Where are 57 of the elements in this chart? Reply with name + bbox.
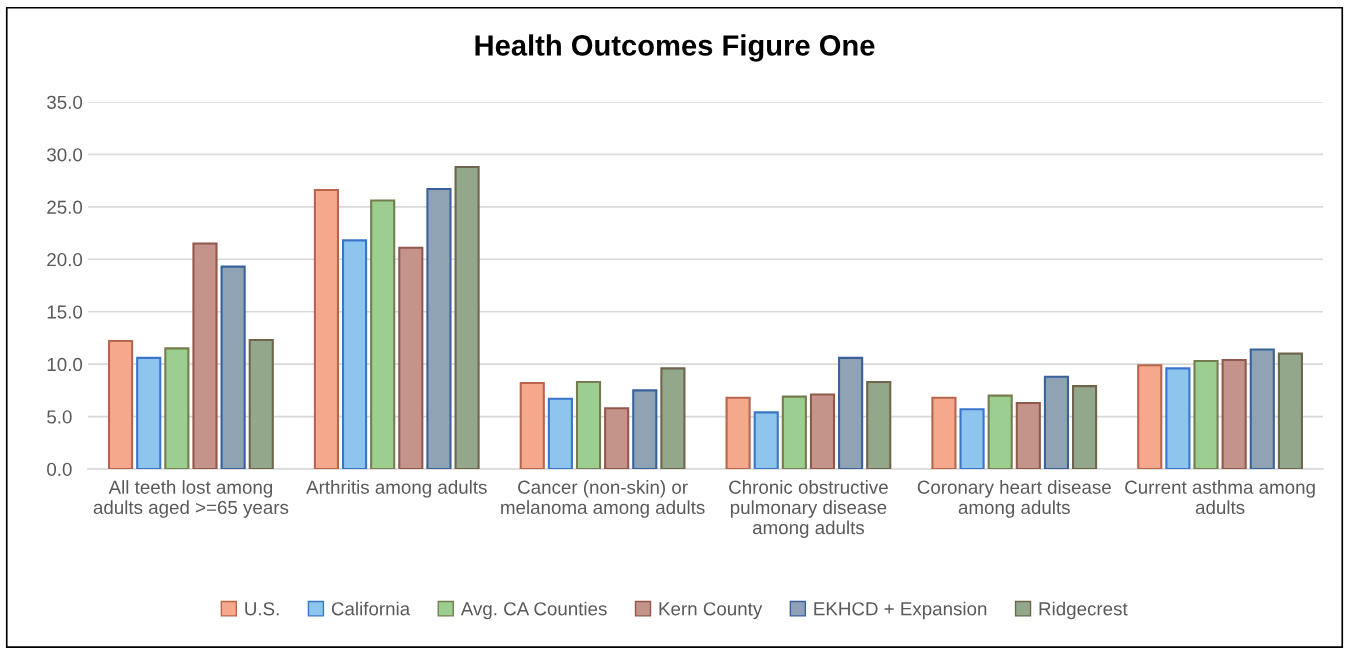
legend-label: Avg. CA Counties — [460, 601, 607, 620]
bar — [809, 393, 836, 469]
bar — [313, 189, 339, 469]
y-tick-label: 0.0 — [47, 462, 72, 476]
bar — [575, 380, 602, 469]
bar — [1137, 364, 1163, 469]
bar — [753, 411, 779, 469]
bar — [1221, 358, 1247, 469]
bar — [931, 396, 957, 469]
bar — [604, 407, 630, 469]
y-tick-label: 10.0 — [47, 357, 83, 372]
x-tick-label: Cancer (non-skin) or melanoma among adults — [501, 480, 705, 518]
bar — [959, 408, 985, 469]
bar — [1249, 348, 1275, 469]
bar — [108, 340, 134, 469]
y-tick-label: 5.0 — [47, 410, 72, 424]
x-tick-label: Coronary heart disease among adults — [917, 480, 1111, 518]
bar — [1277, 352, 1303, 469]
bar — [519, 381, 545, 469]
bar — [1015, 401, 1041, 469]
bar — [192, 242, 218, 469]
bar — [454, 165, 480, 469]
bar — [632, 389, 658, 469]
x-tick-label: Arthritis among adults — [306, 480, 487, 498]
y-tick-label: 25.0 — [47, 200, 83, 214]
legend-label: U.S. — [245, 602, 279, 616]
bar — [547, 397, 573, 469]
bar — [1165, 367, 1191, 469]
bar — [220, 265, 246, 469]
bar — [866, 380, 892, 469]
bar — [660, 367, 686, 469]
x-tick-label: Current asthma among adults — [1125, 480, 1315, 515]
x-tick-label: All teeth lost among adults aged >=65 years — [93, 480, 289, 518]
legend-label: California — [331, 601, 411, 616]
y-tick-label: 20.0 — [47, 252, 83, 267]
bar — [987, 394, 1013, 469]
bar — [725, 396, 751, 469]
x-tick-label: Chronic obstructive pulmonary disease among adults — [729, 480, 888, 538]
bar — [1072, 385, 1098, 469]
bar — [136, 356, 162, 469]
bar — [164, 347, 190, 469]
y-tick-label: 35.0 — [47, 95, 83, 109]
y-tick-label: 15.0 — [47, 305, 83, 319]
legend-label: Ridgecrest — [1039, 601, 1128, 620]
bar — [838, 356, 864, 469]
legend-label: Kern County — [659, 602, 763, 620]
y-tick-label: 30.0 — [47, 148, 83, 162]
bar — [426, 187, 452, 469]
bar — [1193, 359, 1219, 469]
bar — [1043, 375, 1070, 469]
bar — [248, 338, 274, 469]
bar — [398, 246, 424, 469]
bar — [370, 199, 396, 469]
legend-label: EKHCD + Expansion — [814, 601, 987, 620]
bar — [781, 395, 807, 469]
bar — [341, 239, 368, 469]
chart-title: Health Outcomes Figure One — [475, 34, 875, 62]
